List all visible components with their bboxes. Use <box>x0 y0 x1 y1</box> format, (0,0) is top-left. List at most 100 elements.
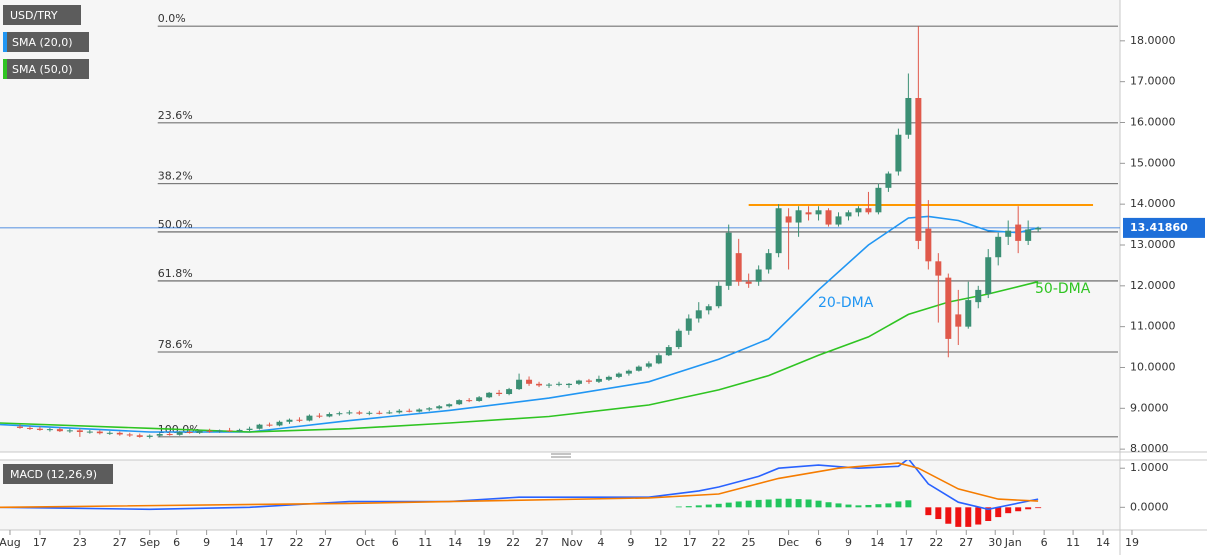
candle-body <box>286 419 293 422</box>
candle-body <box>136 435 143 437</box>
fib-label: 50.0% <box>158 218 193 231</box>
candle-body <box>76 430 83 432</box>
candle-body <box>955 314 962 327</box>
fib-label: 61.8% <box>158 267 193 280</box>
candle-body <box>745 281 752 284</box>
x-tick-label: 30 <box>988 536 1002 549</box>
y-tick-label: 8.0000 <box>1130 442 1169 455</box>
legend-box[interactable] <box>3 59 89 79</box>
legend-label: USD/TRY <box>10 9 58 22</box>
candle-body <box>156 434 163 436</box>
annotation: 50-DMA <box>1035 281 1091 297</box>
x-tick-label: 17 <box>260 536 274 549</box>
y-tick-label: 14.0000 <box>1130 197 1176 210</box>
candle-body <box>785 216 792 223</box>
histogram-bar <box>895 501 902 508</box>
histogram-bar <box>905 500 912 508</box>
histogram-bar <box>695 505 702 508</box>
candle-body <box>196 430 203 433</box>
moving-average <box>0 280 1039 433</box>
candle-body <box>16 426 23 428</box>
histogram-bar <box>935 507 942 520</box>
legend-swatch <box>3 32 7 52</box>
last-price-label: 13.41860 <box>1130 221 1188 234</box>
x-tick-label: 23 <box>73 536 87 549</box>
last-price-box <box>1123 217 1205 238</box>
y-tick-label: 15.0000 <box>1130 156 1176 169</box>
histogram-bar <box>985 507 992 522</box>
histogram-bar <box>1005 507 1012 514</box>
x-tick-label: 9 <box>845 536 852 549</box>
histogram-bar <box>815 500 822 508</box>
histogram-bar <box>825 502 832 508</box>
candle-body <box>106 432 113 434</box>
candle-body <box>635 366 642 371</box>
candle-body <box>486 392 493 398</box>
legend-box[interactable] <box>3 464 113 484</box>
histogram-bar <box>955 507 962 527</box>
x-tick-label: 27 <box>959 536 973 549</box>
x-tick-label: 19 <box>477 536 491 549</box>
candle-body <box>296 419 303 421</box>
histogram-bar <box>1015 507 1022 512</box>
candle-body <box>276 421 283 426</box>
x-tick-label: Dec <box>778 536 799 549</box>
y-tick-label: 18.0000 <box>1130 34 1176 47</box>
histogram-bar <box>735 501 742 508</box>
candle-body <box>735 253 742 282</box>
candle-body <box>715 285 722 307</box>
y-tick-label: 10.0000 <box>1130 360 1176 373</box>
candle-body <box>865 208 872 213</box>
macd-line <box>0 462 1039 509</box>
candle-body <box>835 216 842 225</box>
moving-average <box>0 215 1039 433</box>
x-tick-label: Aug <box>0 536 21 549</box>
candle-body <box>466 400 473 402</box>
histogram-bar <box>855 505 862 508</box>
histogram-bar <box>885 503 892 508</box>
candle-body <box>416 409 423 412</box>
main-panel <box>0 0 1120 452</box>
legend-box[interactable] <box>3 32 89 52</box>
candle-body <box>925 228 932 262</box>
histogram-bar <box>715 503 722 508</box>
x-tick-label: Sep <box>139 536 160 549</box>
candle-body <box>306 415 313 421</box>
candle-body <box>965 300 972 327</box>
candle-body <box>406 410 413 412</box>
candle-body <box>585 380 592 382</box>
histogram-bar <box>745 500 752 508</box>
candle-body <box>26 427 33 429</box>
candle-body <box>366 412 373 414</box>
histogram-bar <box>795 499 802 508</box>
resize-grip[interactable] <box>551 453 571 458</box>
candle-body <box>675 330 682 348</box>
candle-body <box>655 355 662 364</box>
candle-body <box>565 383 572 386</box>
legend-swatch <box>3 59 7 79</box>
candle-body <box>36 428 43 430</box>
legend-box[interactable] <box>3 5 81 25</box>
histogram-bar <box>755 499 762 508</box>
candle-body <box>86 431 93 433</box>
y-tick-label: 16.0000 <box>1130 115 1176 128</box>
candle-body <box>226 430 233 432</box>
candle-body <box>825 210 832 225</box>
histogram-bar <box>835 503 842 508</box>
candle-body <box>855 208 862 213</box>
candle-body <box>526 379 533 384</box>
x-tick-label: 22 <box>506 536 520 549</box>
histogram-bar <box>965 507 972 527</box>
x-tick-label: 12 <box>654 536 668 549</box>
candle-body <box>885 173 892 188</box>
candle-body <box>446 404 453 407</box>
candle-body <box>536 383 543 386</box>
histogram-bar <box>925 507 932 516</box>
candle-body <box>166 434 173 436</box>
candle-body <box>615 373 622 377</box>
x-tick-label: 27 <box>318 536 332 549</box>
histogram-bar <box>775 498 782 508</box>
x-tick-label: 4 <box>597 536 604 549</box>
axes: 8.0000 9.0000 10.0000 11.0000 12.0000 13.0000… <box>0 34 1205 549</box>
